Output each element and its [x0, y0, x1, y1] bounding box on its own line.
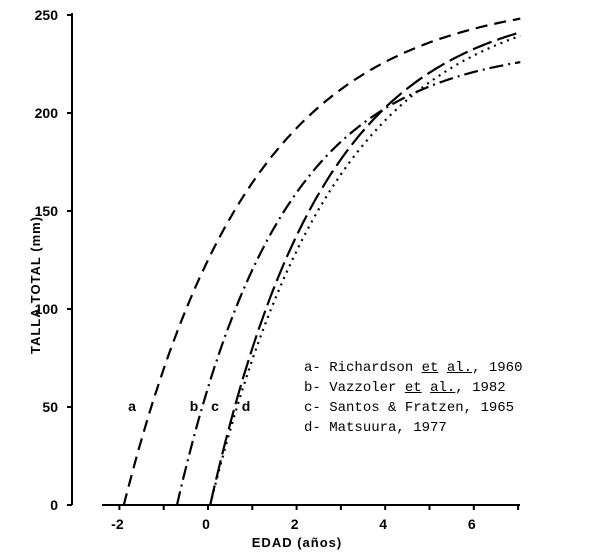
curve-b: [175, 61, 521, 506]
y-tick-label: 150: [35, 203, 59, 219]
y-tick-label: 100: [35, 301, 59, 317]
y-tick-label: 200: [35, 105, 59, 121]
y-tick-label: 0: [50, 497, 58, 513]
legend: a- Richardson et al., 1960 b- Vazzoler e…: [304, 358, 523, 438]
y-tick-label: 50: [42, 399, 58, 415]
curve-a: [122, 17, 521, 506]
y-tick-label: 250: [35, 7, 59, 23]
legend-item-b: b- Vazzoler et al., 1982: [304, 380, 506, 396]
legend-item-a: a- Richardson et al., 1960: [304, 360, 523, 376]
curve-label-b: b: [190, 398, 199, 414]
x-axis-label: EDAD (años): [252, 535, 342, 550]
curve-label-c: c: [211, 398, 219, 414]
x-tick-label: -2: [111, 516, 124, 532]
legend-item-c: c- Santos & Fratzen, 1965: [304, 400, 515, 416]
x-tick-label: 4: [379, 516, 387, 532]
curve-c: [209, 31, 521, 506]
x-tick-label: 6: [468, 516, 476, 532]
curve-label-a: a: [128, 398, 136, 414]
legend-item-d: d- Matsuura, 1977: [304, 420, 447, 436]
curve-label-d: d: [242, 398, 251, 414]
y-axis-label: TALLA TOTAL (mm): [28, 216, 43, 354]
x-tick-label: 2: [291, 516, 299, 532]
x-tick-label: 0: [202, 516, 210, 532]
